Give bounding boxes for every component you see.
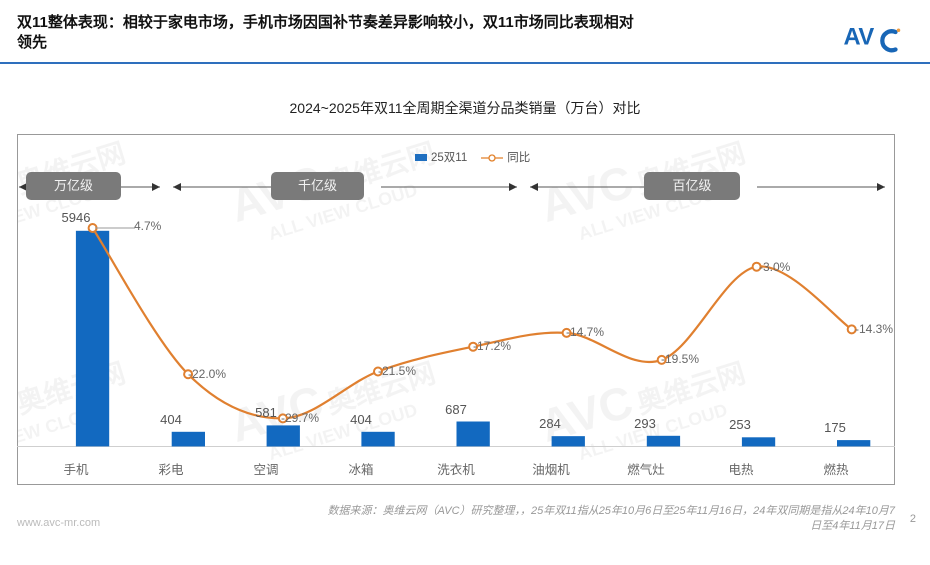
svg-text:AV: AV [844,24,875,51]
